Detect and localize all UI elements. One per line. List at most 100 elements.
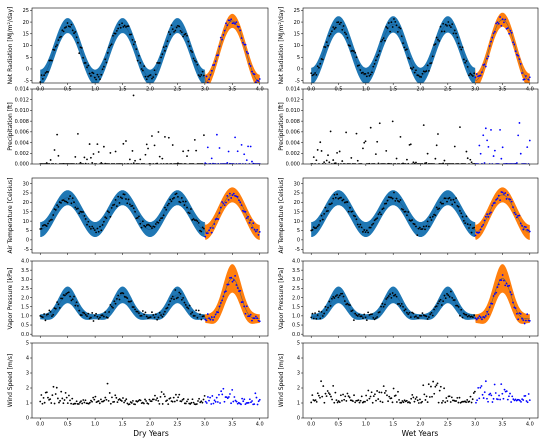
band-train: [311, 16, 476, 83]
data-point: [86, 158, 88, 161]
data-point: [354, 401, 357, 404]
data-point: [314, 399, 317, 402]
data-point: [478, 397, 481, 400]
data-point: [443, 159, 446, 162]
data-point: [501, 146, 504, 149]
data-point: [333, 297, 336, 299]
data-point: [363, 141, 366, 144]
y-tick-label: 1: [297, 401, 300, 407]
data-point: [337, 296, 340, 299]
data-point: [232, 192, 235, 195]
data-point: [182, 200, 185, 203]
data-point: [61, 29, 64, 32]
y-axis-label: Vapor Pressure [kPa]: [7, 268, 14, 330]
data-point: [212, 227, 214, 229]
data-point: [460, 308, 463, 311]
y-tick-label: 5: [26, 228, 29, 234]
data-point: [402, 162, 404, 164]
data-point: [466, 66, 469, 68]
data-point: [54, 208, 57, 211]
data-point: [372, 65, 375, 68]
data-point: [442, 162, 445, 164]
data-point: [193, 219, 196, 222]
data-point: [487, 215, 490, 218]
y-tick-label: 1: [26, 401, 29, 407]
data-point: [167, 202, 170, 205]
data-point: [149, 74, 152, 76]
data-point: [54, 45, 57, 48]
data-point: [70, 202, 73, 205]
data-point: [415, 396, 418, 399]
y-tick-label: 0: [26, 67, 29, 73]
data-point: [469, 223, 472, 226]
data-point: [172, 396, 175, 399]
data-point: [373, 63, 376, 65]
data-point: [180, 400, 183, 403]
data-point: [487, 400, 489, 403]
data-point: [475, 401, 477, 404]
data-point: [341, 399, 343, 402]
data-point: [376, 140, 379, 143]
data-point: [206, 313, 209, 315]
data-point: [360, 226, 363, 229]
data-point: [457, 205, 460, 208]
data-point: [239, 29, 242, 32]
data-point: [152, 398, 155, 401]
data-point: [364, 231, 367, 234]
data-point: [104, 311, 107, 314]
data-point: [182, 296, 185, 299]
x-tick-label: 2.5: [444, 422, 452, 428]
data-point: [464, 222, 467, 225]
data-point: [409, 219, 412, 222]
data-point-outlier: [132, 94, 135, 97]
y-tick-label: 2: [297, 386, 300, 392]
y-tick-label: 2.5: [292, 286, 300, 292]
data-point: [508, 32, 511, 35]
data-point: [59, 399, 61, 402]
data-point: [140, 314, 143, 317]
data-point: [356, 315, 359, 317]
x-tick-label: 2.0: [146, 87, 154, 93]
data-point: [78, 212, 81, 215]
data-point: [447, 21, 450, 23]
data-point: [464, 61, 467, 64]
data-point: [334, 391, 337, 394]
data-point: [147, 75, 149, 78]
data-point: [515, 312, 518, 315]
data-point: [421, 400, 424, 403]
data-point: [74, 304, 77, 307]
data-point: [440, 30, 443, 33]
data-point: [329, 33, 332, 35]
data-point: [190, 208, 192, 210]
data-point: [435, 305, 438, 308]
data-point: [437, 38, 439, 41]
data-point: [443, 294, 446, 297]
data-point: [67, 197, 70, 200]
data-point: [171, 144, 174, 146]
data-point: [365, 229, 368, 232]
data-point: [220, 390, 223, 393]
data-point: [182, 35, 185, 38]
data-point: [378, 122, 381, 125]
data-point: [510, 31, 513, 34]
data-point: [180, 298, 183, 301]
data-point: [109, 152, 112, 154]
data-point: [487, 55, 490, 58]
data-point: [231, 388, 234, 391]
data-point: [444, 23, 447, 26]
data-point: [148, 398, 151, 401]
data-point: [226, 283, 229, 286]
data-point: [528, 319, 531, 322]
y-tick-label: 0.002: [15, 151, 29, 157]
data-point: [169, 198, 172, 201]
data-point: [468, 400, 471, 403]
data-point: [219, 402, 221, 404]
data-point: [152, 314, 155, 316]
data-point: [258, 398, 261, 401]
data-point: [208, 229, 211, 232]
data-point: [315, 317, 318, 320]
data-point: [193, 59, 196, 62]
data-point: [173, 31, 175, 33]
data-point: [70, 402, 73, 405]
data-point: [69, 195, 72, 197]
